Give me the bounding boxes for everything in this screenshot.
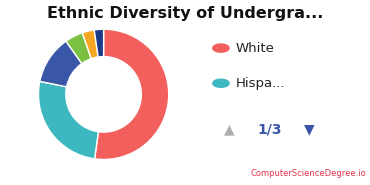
Text: White: White (236, 42, 275, 55)
Wedge shape (95, 29, 169, 159)
Text: .2%: .2% (100, 95, 118, 104)
Wedge shape (40, 41, 82, 87)
Text: ▼: ▼ (304, 122, 314, 137)
Text: Hispa...: Hispa... (236, 77, 285, 90)
Text: 1/3: 1/3 (258, 122, 282, 137)
Text: ComputerScienceDegree.io: ComputerScienceDegree.io (250, 169, 366, 178)
Wedge shape (38, 81, 98, 159)
Wedge shape (66, 33, 91, 63)
Text: Ethnic Diversity of Undergra...: Ethnic Diversity of Undergra... (47, 6, 323, 21)
Wedge shape (94, 29, 104, 57)
Wedge shape (82, 30, 98, 59)
Text: ▲: ▲ (224, 122, 235, 137)
